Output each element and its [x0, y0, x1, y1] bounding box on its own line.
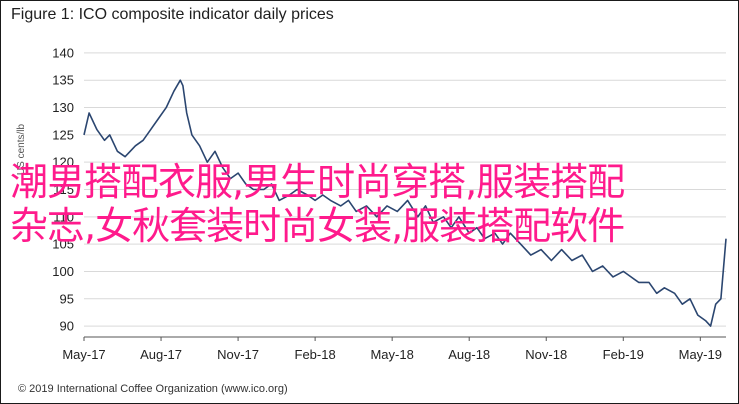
grid-lines — [84, 52, 726, 327]
x-tick-label: May-17 — [62, 347, 105, 362]
x-tick-label: May-19 — [679, 347, 722, 362]
x-tick-label: Aug-17 — [140, 347, 182, 362]
x-tick-label: Feb-18 — [295, 347, 336, 362]
x-tick-label: Nov-17 — [217, 347, 259, 362]
y-tick-label: 100 — [52, 264, 74, 279]
y-tick-label: 130 — [52, 100, 74, 115]
y-tick-label: 110 — [53, 209, 74, 224]
y-axis-label: US cents/lb — [16, 123, 27, 175]
x-axis-ticks: May-17 Aug-17 Nov-17 Feb-18 May-18 Aug-18 Nov-… — [62, 337, 722, 362]
y-tick-label: 120 — [52, 155, 74, 170]
y-tick-label: 90 — [60, 319, 74, 334]
x-tick-label: Feb-19 — [603, 347, 644, 362]
chart-title: Figure 1: ICO composite indicator daily … — [11, 6, 334, 23]
series-line-0 — [83, 79, 727, 327]
x-tick-label: May-18 — [370, 347, 413, 362]
y-tick-label: 135 — [52, 73, 74, 88]
x-tick-label: Nov-18 — [525, 347, 567, 362]
y-tick-label: 140 — [52, 45, 74, 60]
series-group — [83, 79, 727, 327]
y-tick-label: 105 — [52, 237, 74, 252]
y-axis-ticks: 90 95 100 105 110 115 120 125 130 135 140 — [52, 45, 74, 333]
y-tick-label: 125 — [52, 127, 74, 142]
x-tick-label: Aug-18 — [448, 347, 490, 362]
y-tick-label: 95 — [60, 291, 74, 306]
source-footer: © 2019 International Coffee Organization… — [18, 383, 288, 395]
y-tick-label: 115 — [53, 182, 74, 197]
